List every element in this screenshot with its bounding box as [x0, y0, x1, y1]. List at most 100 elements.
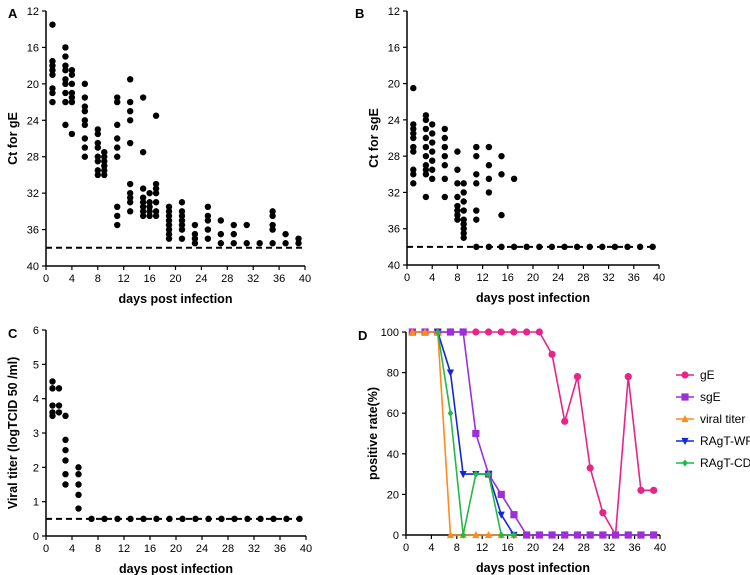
data-point — [178, 208, 186, 215]
data-point — [441, 193, 448, 201]
data-marker — [484, 328, 493, 336]
data-point — [460, 180, 467, 187]
data-point — [94, 126, 102, 133]
data-point — [485, 189, 493, 196]
data-point — [410, 148, 417, 155]
data-point — [114, 212, 121, 220]
data-point — [55, 385, 63, 392]
x-tick-label: 32 — [603, 542, 615, 554]
data-point — [510, 243, 518, 251]
data-marker — [573, 373, 582, 381]
data-point — [62, 80, 69, 88]
data-point — [510, 175, 518, 183]
data-marker — [446, 328, 455, 336]
data-point — [204, 212, 212, 220]
data-point — [178, 199, 186, 206]
data-point — [548, 243, 556, 251]
x-tick-label: 16 — [143, 273, 155, 285]
data-point — [269, 240, 276, 247]
data-point — [81, 121, 89, 129]
data-point — [49, 71, 56, 78]
data-point — [410, 121, 417, 128]
data-point — [81, 135, 89, 142]
data-point — [454, 193, 461, 201]
series-ragt-cd — [434, 328, 517, 539]
data-marker — [484, 530, 493, 539]
data-point — [460, 230, 467, 237]
x-tick-label: 32 — [248, 543, 260, 555]
data-point — [192, 515, 199, 523]
data-point — [81, 117, 89, 124]
legend-label: gE — [700, 368, 715, 382]
data-point — [441, 134, 448, 142]
data-point — [454, 148, 461, 155]
data-point — [62, 481, 69, 488]
y-tick-label: 2 — [33, 462, 39, 474]
data-point — [165, 203, 173, 211]
x-tick-label: 4 — [69, 543, 75, 555]
data-point — [204, 217, 212, 224]
data-point — [75, 505, 82, 512]
x-tick-label: 20 — [527, 542, 539, 554]
data-point — [230, 240, 237, 247]
data-point — [62, 436, 69, 444]
y-tick-label: 12 — [388, 6, 400, 18]
data-point — [49, 412, 56, 420]
series-viral-titer — [408, 327, 518, 539]
data-point — [611, 243, 619, 251]
data-point — [573, 243, 581, 251]
x-tick-label: 36 — [274, 543, 286, 555]
data-point — [126, 76, 134, 83]
panel-letter: C — [8, 326, 18, 341]
data-point — [441, 175, 448, 183]
data-point — [165, 226, 173, 233]
data-point — [81, 94, 89, 101]
data-point — [165, 221, 173, 229]
data-marker — [586, 531, 594, 539]
data-point — [81, 80, 89, 88]
data-point — [165, 212, 173, 220]
data-point — [126, 199, 134, 206]
data-point — [139, 194, 147, 201]
x-tick-label: 36 — [273, 273, 285, 285]
x-tick-label: 16 — [501, 542, 513, 554]
data-point — [410, 84, 417, 92]
data-point — [49, 385, 56, 392]
data-point — [49, 378, 56, 385]
data-point — [62, 412, 69, 420]
data-marker — [498, 531, 505, 539]
data-point — [139, 212, 147, 220]
data-point — [68, 89, 76, 97]
data-point — [68, 80, 76, 88]
data-point — [126, 180, 134, 188]
data-point — [422, 134, 430, 142]
data-point — [441, 162, 448, 169]
data-point — [296, 515, 303, 523]
data-point — [243, 240, 250, 247]
data-point — [94, 171, 102, 179]
data-point — [429, 157, 436, 164]
data-point — [152, 208, 160, 215]
data-point — [126, 98, 134, 106]
data-point — [146, 189, 153, 197]
data-point — [523, 243, 530, 251]
y-tick-label: 1 — [33, 497, 39, 509]
y-tick-label: 0 — [393, 530, 399, 542]
data-point — [410, 171, 417, 178]
data-point — [114, 121, 121, 129]
data-marker — [573, 531, 582, 539]
x-tick-label: 24 — [196, 543, 208, 555]
data-point — [114, 221, 121, 229]
legend-marker — [682, 459, 688, 467]
data-point — [230, 221, 237, 229]
data-point — [178, 235, 186, 242]
data-point — [454, 202, 461, 210]
data-point — [62, 53, 69, 60]
data-point — [230, 230, 237, 238]
data-point — [49, 57, 56, 65]
data-point — [460, 198, 467, 205]
data-marker — [586, 464, 594, 472]
data-point — [68, 98, 76, 106]
